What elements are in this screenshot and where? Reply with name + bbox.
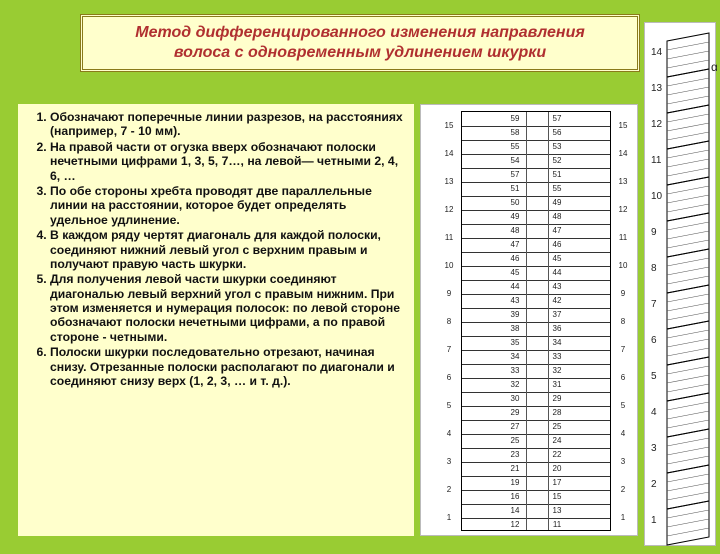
diagram-stripes: 14 13 12 11 10 9 8 7 6 5 4 3 2 1 α	[644, 22, 716, 546]
svg-text:6: 6	[651, 335, 657, 346]
svg-text:2: 2	[651, 479, 657, 490]
svg-text:3: 3	[651, 443, 657, 454]
svg-text:5: 5	[651, 371, 657, 382]
diagram-pelt-grid: 5957585655535452575151555049494848474746…	[420, 104, 638, 536]
steps-list: Обозначают поперечные линии разрезов, на…	[26, 110, 406, 388]
svg-text:α: α	[711, 60, 717, 74]
svg-text:10: 10	[651, 191, 663, 202]
svg-text:8: 8	[651, 263, 657, 274]
svg-text:4: 4	[651, 407, 657, 418]
list-item: Полоски шкурки последовательно отрезают,…	[50, 345, 406, 388]
svg-text:11: 11	[651, 155, 662, 166]
svg-text:1: 1	[651, 515, 657, 526]
list-item: По обе стороны хребта проводят две парал…	[50, 184, 406, 227]
steps-panel: Обозначают поперечные линии разрезов, на…	[18, 104, 414, 536]
list-item: В каждом ряду чертят диагональ для каждо…	[50, 228, 406, 271]
title-line-1: Метод дифференцированного изменения напр…	[93, 23, 627, 43]
title-line-2: волоса с одновременным удлинением шкурки	[93, 43, 627, 63]
svg-text:13: 13	[651, 83, 663, 94]
list-item: Для получения левой части шкурки соединя…	[50, 272, 406, 344]
list-item: На правой части от огузка вверх обознача…	[50, 140, 406, 183]
svg-text:7: 7	[651, 299, 657, 310]
svg-text:14: 14	[651, 47, 663, 58]
svg-text:12: 12	[651, 119, 663, 130]
svg-text:9: 9	[651, 227, 657, 238]
list-item: Обозначают поперечные линии разрезов, на…	[50, 110, 406, 139]
title-panel: Метод дифференцированного изменения напр…	[80, 14, 640, 72]
